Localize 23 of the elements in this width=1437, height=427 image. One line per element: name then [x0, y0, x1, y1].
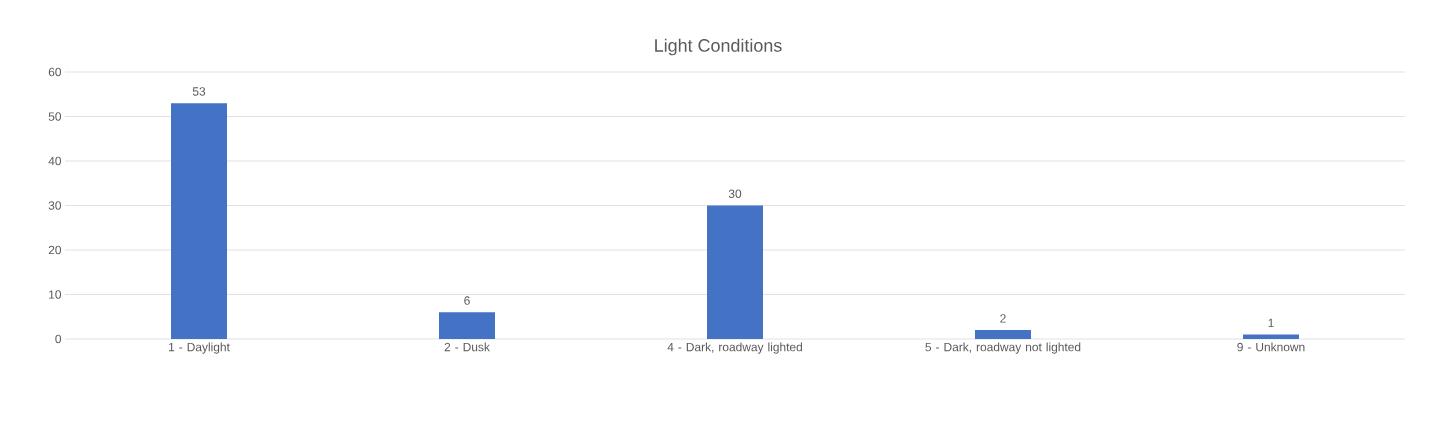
y-tick-label: 10: [49, 290, 62, 299]
bar: [171, 103, 228, 339]
bar: [707, 205, 763, 339]
x-tick-label: 1 - Daylight: [169, 342, 230, 354]
x-tick-label: 5 - Dark, roadway not lighted: [925, 342, 1081, 354]
x-tick-label: 9 - Unknown: [1237, 342, 1305, 352]
y-tick-label: 20: [48, 245, 62, 255]
y-tick-label: 40: [48, 156, 62, 166]
y-tick-label: 60: [48, 67, 62, 77]
chart-title: Light Conditions: [655, 38, 782, 56]
data-label: 1: [1268, 318, 1274, 328]
bar: [439, 312, 495, 339]
data-label: 6: [464, 296, 470, 305]
bar: [974, 330, 1031, 339]
bar: [1242, 334, 1299, 339]
y-tick-label: 30: [48, 201, 62, 210]
data-label: 30: [728, 189, 742, 198]
x-tick-label: 2 - Dusk: [444, 342, 490, 352]
y-tick-label: 50: [48, 112, 62, 121]
x-tick-label: 4 - Dark, roadway lighted: [667, 342, 802, 354]
data-label: 53: [192, 87, 206, 96]
y-tick-label: 0: [55, 334, 62, 344]
data-label: 2: [1000, 314, 1006, 323]
